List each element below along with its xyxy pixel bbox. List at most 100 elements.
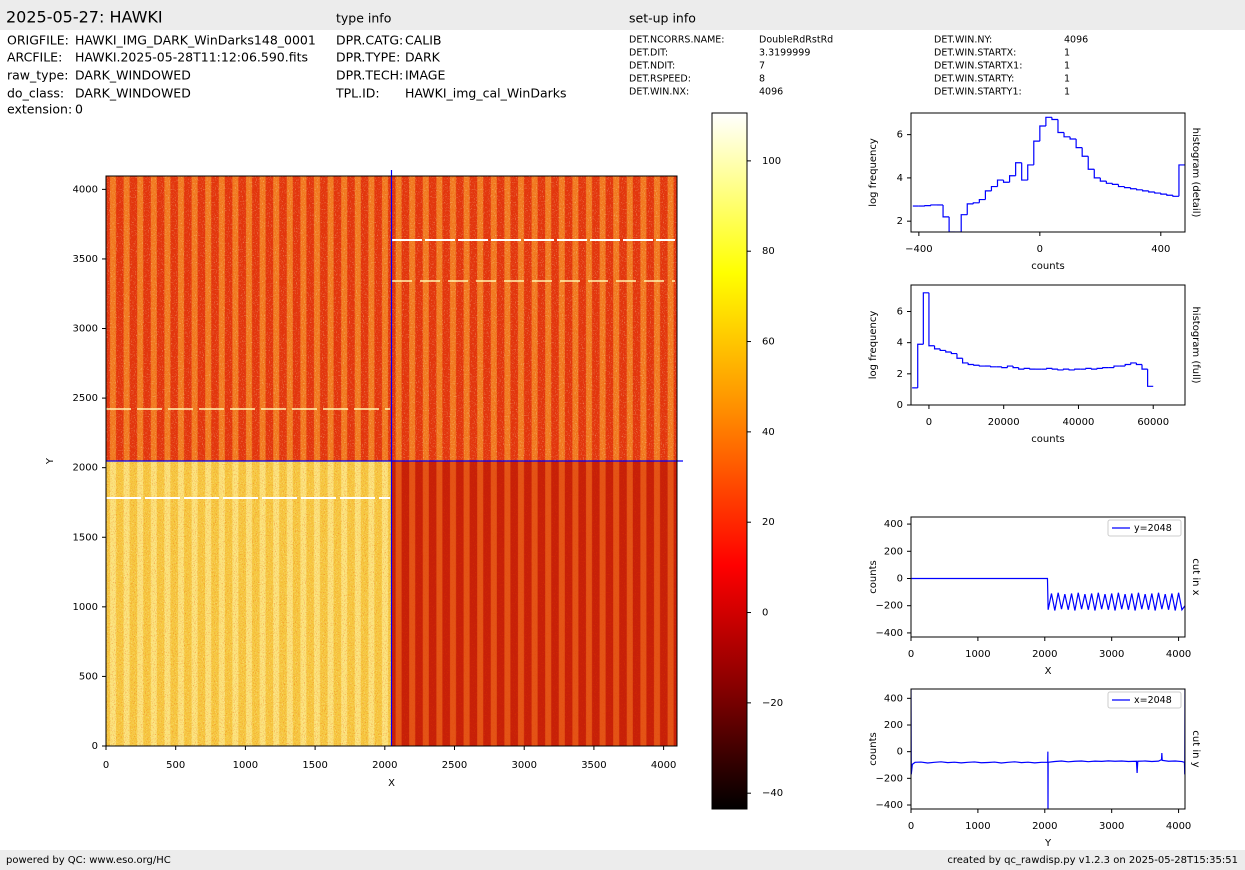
x-tick-label: 3000 bbox=[1099, 821, 1124, 832]
x-tick-label: 2000 bbox=[372, 760, 397, 771]
histogram-step bbox=[1027, 164, 1034, 181]
legend-label: y=2048 bbox=[1134, 523, 1172, 534]
y-tick-label: −400 bbox=[876, 800, 903, 811]
x-tick-label: 0 bbox=[103, 760, 109, 771]
histogram-step bbox=[1051, 117, 1058, 121]
y-tick-label: 1500 bbox=[73, 532, 98, 543]
x-tick-label: 40000 bbox=[1063, 417, 1095, 428]
histogram-step bbox=[939, 348, 946, 352]
histogram-step bbox=[1008, 175, 1016, 183]
x-tick-label: 2000 bbox=[1032, 821, 1057, 832]
histogram-step bbox=[930, 204, 938, 206]
histogram-step bbox=[1033, 140, 1040, 165]
setup-value: 1 bbox=[1064, 48, 1070, 59]
info-key: ORIGFILE: bbox=[7, 33, 69, 48]
setup-value: 3.3199999 bbox=[759, 48, 810, 59]
histogram-step bbox=[1063, 132, 1071, 138]
histogram-step bbox=[1057, 369, 1064, 371]
info-key: TPL.ID: bbox=[335, 86, 380, 101]
histogram-step bbox=[966, 203, 974, 215]
setup-key: DET.WIN.NY: bbox=[934, 35, 992, 46]
setup-key: DET.WIN.STARTY: bbox=[934, 74, 1014, 85]
x-tick-label: 1000 bbox=[965, 821, 990, 832]
histogram-step bbox=[1113, 365, 1120, 368]
histogram-step bbox=[1001, 366, 1008, 369]
setup-value: 1 bbox=[1064, 74, 1070, 85]
y-tick-label: 6 bbox=[897, 306, 903, 317]
y-axis-label: log frequency bbox=[868, 311, 879, 380]
histogram-step bbox=[1081, 147, 1089, 157]
histogram-step bbox=[950, 352, 957, 355]
info-value: IMAGE bbox=[405, 68, 445, 83]
chart: y=2048 0 1000 2000 3000 4000 −400 −200 0 200 400 Xc… bbox=[868, 516, 1201, 677]
x-tick-label: 1500 bbox=[302, 760, 327, 771]
x-tick-label: 500 bbox=[166, 760, 185, 771]
footer-bar bbox=[0, 850, 1245, 870]
histogram-step bbox=[1085, 367, 1092, 370]
info-key: ARCFILE: bbox=[7, 50, 62, 65]
histogram-step bbox=[1147, 369, 1154, 387]
histogram-step bbox=[917, 343, 924, 388]
x-tick-label: 3000 bbox=[1099, 649, 1124, 660]
y-tick-label: 0 bbox=[897, 400, 903, 411]
setup-key: DET.RSPEED: bbox=[629, 74, 691, 85]
axes-frame bbox=[910, 284, 1186, 406]
setup-value: 4096 bbox=[1064, 35, 1088, 46]
histogram-step bbox=[1124, 363, 1131, 367]
histogram-step bbox=[1006, 365, 1014, 368]
y-tick-label: 3500 bbox=[73, 254, 98, 265]
histogram-step bbox=[1130, 362, 1137, 365]
setup-value: 4096 bbox=[759, 87, 783, 98]
setup-value: 1 bbox=[1064, 61, 1070, 72]
plot-area bbox=[912, 292, 1154, 389]
page-title: 2025-05-27: HAWKI bbox=[6, 8, 163, 27]
histogram-step bbox=[990, 185, 998, 191]
histogram-step bbox=[1154, 191, 1161, 194]
colorbar bbox=[711, 112, 748, 810]
histogram-step bbox=[972, 202, 980, 204]
histogram-step bbox=[956, 353, 963, 359]
series-line bbox=[911, 577, 1185, 612]
noise bbox=[106, 461, 392, 746]
right-label: histogram (detail) bbox=[1190, 128, 1201, 218]
setup-value: 8 bbox=[759, 74, 765, 85]
histogram-step bbox=[1135, 362, 1143, 366]
histogram-step bbox=[942, 204, 950, 218]
setup-info-title: set-up info bbox=[629, 11, 696, 26]
setup-value: 7 bbox=[759, 61, 765, 72]
y-tick-label: 3000 bbox=[73, 324, 98, 335]
x-tick-label: 4000 bbox=[651, 760, 676, 771]
x-axis-label: X bbox=[1045, 666, 1052, 677]
histogram-step bbox=[1136, 188, 1143, 191]
x-axis-label: X bbox=[388, 778, 395, 789]
histogram-step bbox=[1166, 194, 1173, 196]
x-axis-label: counts bbox=[1031, 261, 1064, 272]
y-tick-label: 2 bbox=[897, 369, 903, 380]
legend-box bbox=[1107, 519, 1182, 537]
histogram-step bbox=[1141, 364, 1148, 370]
y-tick-label: −200 bbox=[876, 773, 903, 784]
histogram-step bbox=[933, 345, 941, 350]
type-info-title: type info bbox=[336, 11, 391, 26]
axes-frame bbox=[105, 175, 678, 747]
info-key: do_class: bbox=[7, 86, 64, 101]
histogram-step bbox=[1051, 368, 1058, 370]
y-tick-label: 2 bbox=[897, 216, 903, 227]
x-tick-label: 60000 bbox=[1137, 417, 1169, 428]
info-key: DPR.TECH: bbox=[336, 68, 403, 83]
histogram-step bbox=[1142, 189, 1149, 192]
axes-frame bbox=[910, 112, 1186, 233]
histogram-step bbox=[1123, 186, 1131, 189]
colorbar-tick-label: −40 bbox=[762, 788, 783, 799]
y-tick-label: −200 bbox=[876, 601, 903, 612]
setup-key: DET.WIN.NX: bbox=[629, 87, 689, 98]
histogram-step bbox=[1069, 136, 1077, 140]
info-key: raw_type: bbox=[7, 68, 68, 83]
histogram-step bbox=[1129, 187, 1137, 190]
histogram-step bbox=[1068, 369, 1075, 371]
footer-left: powered by QC: www.eso.org/HC bbox=[6, 855, 171, 866]
setup-key: DET.NDIT: bbox=[629, 61, 675, 72]
colorbar-tick-label: 20 bbox=[762, 517, 775, 528]
